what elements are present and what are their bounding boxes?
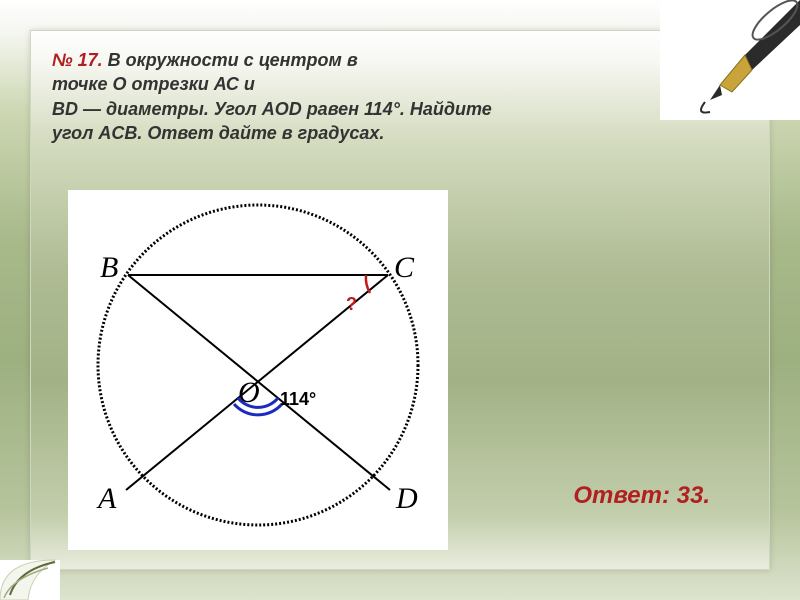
problem-line-3: угол ACB. Ответ дайте в градусах. — [52, 123, 384, 143]
svg-text:114°: 114° — [280, 389, 316, 409]
svg-text:B: B — [100, 251, 118, 284]
problem-number: № 17. — [52, 50, 103, 70]
answer-value: 33. — [677, 482, 710, 509]
problem-line-1: точке О отрезки АС и — [52, 74, 255, 94]
svg-text:D: D — [395, 482, 418, 515]
svg-text:?: ? — [346, 294, 357, 314]
answer-text: Ответ: 33. — [573, 482, 710, 510]
answer-prefix: Ответ: — [573, 482, 676, 509]
problem-line-0: В окружности с центром в — [108, 50, 358, 70]
pen-decoration — [660, 0, 800, 120]
problem-line-2: BD — диаметры. Угол AOD равен 114°. Найд… — [52, 99, 492, 119]
svg-text:O: O — [238, 376, 260, 409]
svg-text:A: A — [96, 482, 117, 515]
problem-statement: № 17. В окружности с центром в точке О о… — [52, 48, 620, 145]
figure-svg: 114°? A B C D O — [68, 190, 448, 550]
geometry-figure: 114°? A B C D O — [68, 190, 448, 550]
svg-text:C: C — [394, 251, 415, 284]
